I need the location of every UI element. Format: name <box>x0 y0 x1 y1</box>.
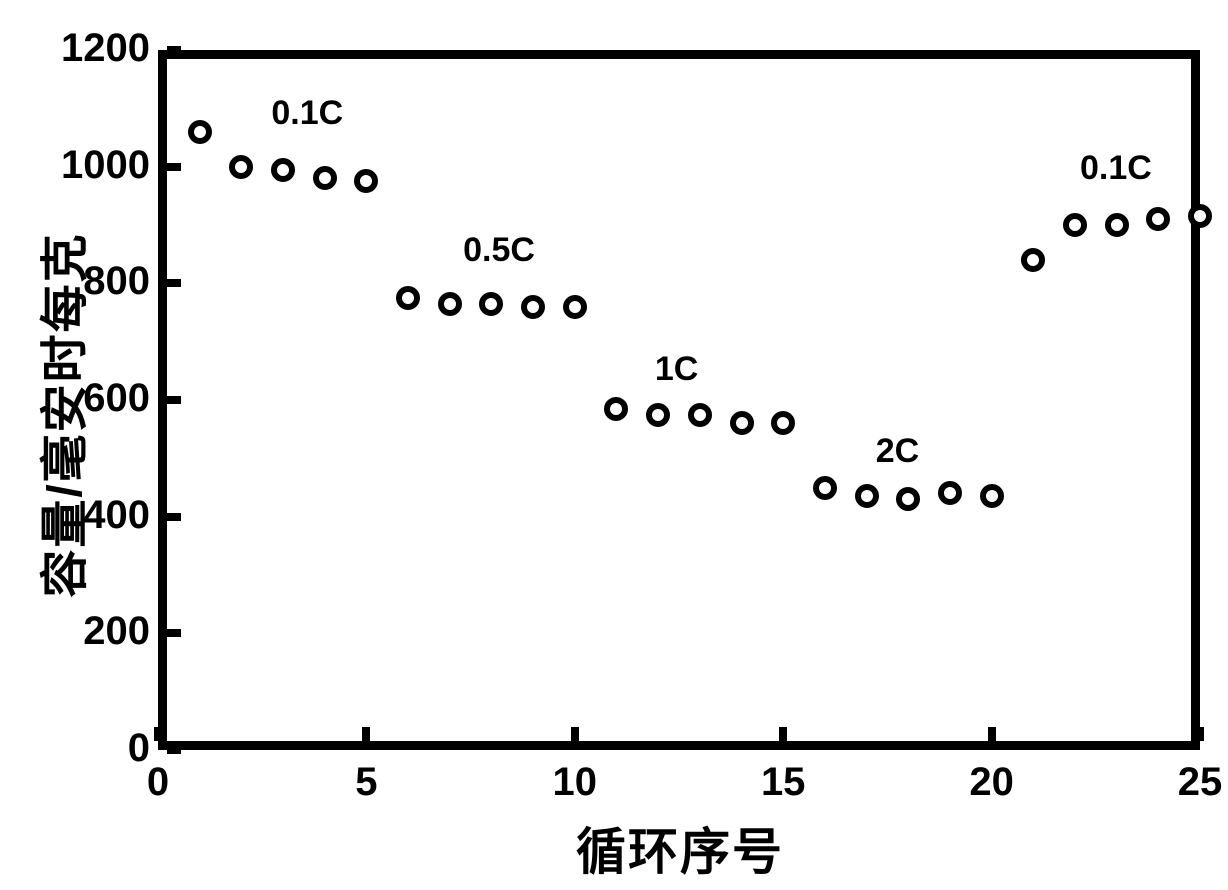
data-point <box>855 484 879 508</box>
y-tick-label: 600 <box>50 376 150 421</box>
y-tick-label: 400 <box>50 493 150 538</box>
x-tick-mark <box>1196 727 1204 741</box>
x-axis-label: 循环序号 <box>480 812 880 884</box>
data-point <box>271 158 295 182</box>
y-tick-mark <box>167 629 181 637</box>
x-tick-mark <box>154 727 162 741</box>
y-tick-mark <box>167 746 181 754</box>
series-annotation: 0.1C <box>271 94 343 133</box>
x-tick-mark <box>571 727 579 741</box>
data-point <box>188 120 212 144</box>
data-point <box>229 155 253 179</box>
data-point <box>396 286 420 310</box>
y-tick-label: 1200 <box>50 26 150 71</box>
x-tick-mark <box>362 727 370 741</box>
x-tick-label: 20 <box>952 760 1032 805</box>
y-tick-mark <box>167 163 181 171</box>
x-tick-mark <box>779 727 787 741</box>
y-tick-label: 200 <box>50 609 150 654</box>
data-point <box>688 403 712 427</box>
data-point <box>313 166 337 190</box>
y-tick-mark <box>167 396 181 404</box>
data-point <box>1188 204 1212 228</box>
series-annotation: 0.5C <box>463 231 535 270</box>
x-tick-mark <box>988 727 996 741</box>
x-tick-label: 10 <box>535 760 615 805</box>
data-point <box>813 476 837 500</box>
data-point <box>521 295 545 319</box>
series-annotation: 2C <box>876 432 919 471</box>
plot-frame <box>158 50 1200 750</box>
data-point <box>1063 213 1087 237</box>
x-tick-label: 5 <box>326 760 406 805</box>
series-annotation: 0.1C <box>1080 149 1152 188</box>
data-point <box>1105 213 1129 237</box>
x-tick-label: 25 <box>1160 760 1228 805</box>
y-tick-mark <box>167 46 181 54</box>
y-tick-label: 800 <box>50 259 150 304</box>
data-point <box>980 484 1004 508</box>
series-annotation: 1C <box>655 350 698 389</box>
y-tick-mark <box>167 279 181 287</box>
chart-container: 容量/毫安时每克 循环序号 02004006008001000120005101… <box>0 0 1228 890</box>
data-point <box>563 295 587 319</box>
x-tick-label: 15 <box>743 760 823 805</box>
data-point <box>730 411 754 435</box>
data-point <box>438 292 462 316</box>
data-point <box>646 403 670 427</box>
y-tick-mark <box>167 513 181 521</box>
y-tick-label: 1000 <box>50 143 150 188</box>
x-tick-label: 0 <box>118 760 198 805</box>
